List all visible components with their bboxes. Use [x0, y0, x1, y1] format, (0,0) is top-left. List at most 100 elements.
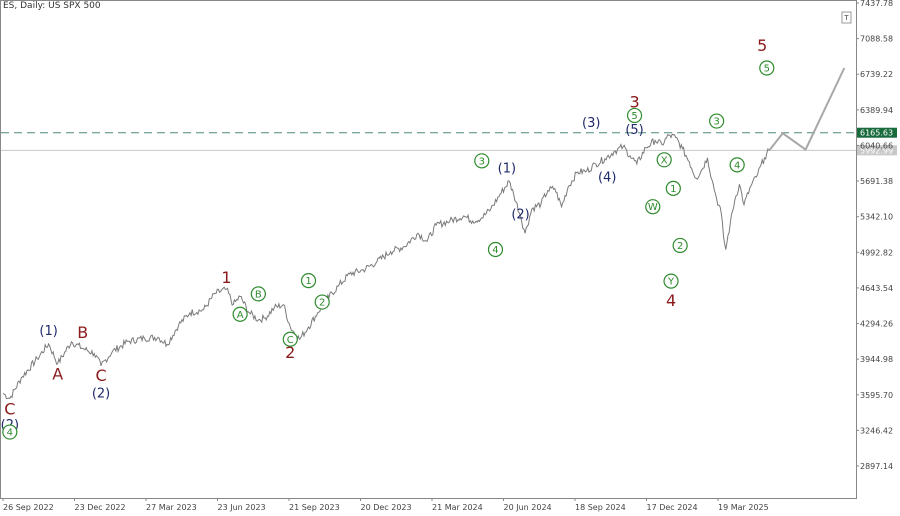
wave-annotations: (1)ABC(2)C(2)41ABC21234(1)(2)(3)(4)35(5)… [1, 36, 775, 440]
wave-label-text: 4 [734, 160, 740, 171]
wave-label-text: (1) [39, 324, 57, 339]
reference-levels: 6165.63 5992.99 [1, 127, 897, 156]
x-tick-label: 21 Sep 2023 [289, 503, 340, 512]
y-tick-label: 2897.14 [860, 462, 893, 471]
wave-label-18: (2) [511, 207, 529, 222]
wave-label-29: 4 [666, 291, 676, 310]
chart-corner-icon[interactable] [841, 11, 852, 24]
wave-label-text: A [52, 365, 63, 384]
reference-level-label-1: 5992.99 [860, 146, 893, 155]
chart-title: ES, Daily: US SPX 500 [3, 1, 101, 11]
wave-label-text: (5) [625, 123, 643, 138]
wave-label-circle [2, 424, 18, 440]
wave-label-28: Y [663, 273, 679, 289]
price-line [2, 133, 770, 400]
wave-label-text: C [95, 366, 106, 385]
y-tick-label: 5691.38 [860, 177, 893, 186]
wave-label-2: B [77, 323, 88, 342]
wave-label-25: X [656, 152, 672, 168]
wave-label-15: 3 [474, 153, 490, 169]
wave-label-19: (3) [582, 116, 600, 131]
y-tick-label: 6040.66 [860, 141, 893, 150]
wave-label-8: 1 [221, 268, 231, 287]
y-tick-label: 7088.58 [860, 35, 893, 44]
wave-label-text: 1 [221, 268, 231, 287]
wave-label-33: 5 [759, 60, 775, 76]
x-tick-label: 21 Mar 2024 [432, 503, 483, 512]
wave-label-31: 4 [729, 157, 745, 173]
x-tick-label: 26 Sep 2022 [3, 503, 54, 512]
price-axis: 7437.78 7088.58 6739.22 6389.94 6040.66 5691.… [856, 0, 893, 471]
wave-label-16: 4 [487, 241, 504, 258]
wave-label-text: 4 [666, 291, 676, 310]
wave-label-32: 5 [757, 36, 767, 55]
wave-label-text: Y [667, 277, 675, 288]
wave-label-14: 2 [314, 294, 330, 310]
x-tick-label: 23 Jun 2023 [218, 503, 266, 512]
wave-label-12: 2 [285, 343, 295, 362]
wave-label-circle [474, 153, 490, 169]
wave-label-30: 3 [709, 113, 725, 129]
wave-label-24: W [645, 199, 661, 215]
plot-frame [0, 0, 857, 499]
wave-label-circle [626, 107, 643, 124]
wave-label-text: (1) [498, 162, 516, 177]
wave-label-text: 5 [757, 36, 767, 55]
wave-label-3: C [95, 366, 106, 385]
wave-label-text: 2 [319, 298, 325, 309]
price-series-group [2, 67, 846, 400]
x-tick-label: 20 Dec 2023 [361, 503, 412, 512]
y-tick-label: 4992.82 [860, 248, 893, 257]
wave-label-5: C [4, 400, 15, 419]
wave-label-circle [672, 237, 688, 254]
wave-label-circle [300, 273, 317, 289]
wave-label-11: C [282, 331, 298, 347]
wave-label-1: A [52, 365, 63, 384]
x-tick-label: 20 Jun 2024 [504, 503, 552, 512]
wave-label-circle [314, 294, 330, 310]
wave-label-circle [645, 199, 661, 215]
wave-label-text: 2 [285, 343, 295, 362]
wave-label-7: 4 [2, 424, 18, 440]
wave-label-text: X [661, 155, 668, 166]
wave-label-text: 5 [764, 64, 770, 75]
wave-label-text: 3 [479, 156, 485, 167]
y-tick-label: 4294.26 [860, 320, 893, 329]
wave-label-text: 3 [713, 117, 719, 128]
wave-label-27: 2 [672, 237, 688, 254]
wave-label-circle [729, 157, 745, 173]
y-tick-label: 5342.10 [860, 213, 893, 222]
wave-label-text: B [255, 289, 262, 300]
x-tick-label: 18 Sep 2024 [575, 503, 626, 512]
wave-label-10: B [250, 286, 266, 302]
wave-label-26: 1 [665, 180, 681, 196]
y-tick-label: 7437.78 [860, 0, 893, 8]
wave-label-circle [656, 152, 672, 168]
wave-label-text: 4 [7, 428, 13, 439]
wave-label-circle [250, 286, 266, 302]
wave-label-text: B [77, 323, 88, 342]
wave-label-text: W [648, 202, 658, 213]
y-tick-label: 3944.98 [860, 355, 893, 364]
wave-label-21: 3 [629, 92, 639, 111]
y-tick-label: 4643.54 [860, 284, 893, 293]
wave-label-circle [282, 331, 298, 347]
wave-label-17: (1) [498, 162, 516, 177]
projection-line [768, 67, 846, 152]
wave-label-text: (2) [92, 386, 110, 401]
x-tick-label: 17 Dec 2024 [647, 503, 698, 512]
wave-label-circle [709, 113, 725, 129]
wave-label-circle [232, 306, 248, 322]
wave-label-text: 5 [631, 111, 637, 122]
y-tick-label: 6739.22 [860, 70, 893, 79]
y-tick-label: 6389.94 [860, 106, 893, 115]
wave-label-20: (4) [598, 171, 616, 186]
reference-level-tag-0 [857, 127, 897, 138]
wave-label-23: (5) [625, 123, 643, 138]
wave-label-text: (3) [582, 116, 600, 131]
wave-label-13: 1 [300, 273, 317, 289]
x-tick-label: 27 Mar 2023 [146, 503, 197, 512]
wave-label-circle [487, 241, 504, 258]
wave-label-text: C [287, 335, 294, 346]
